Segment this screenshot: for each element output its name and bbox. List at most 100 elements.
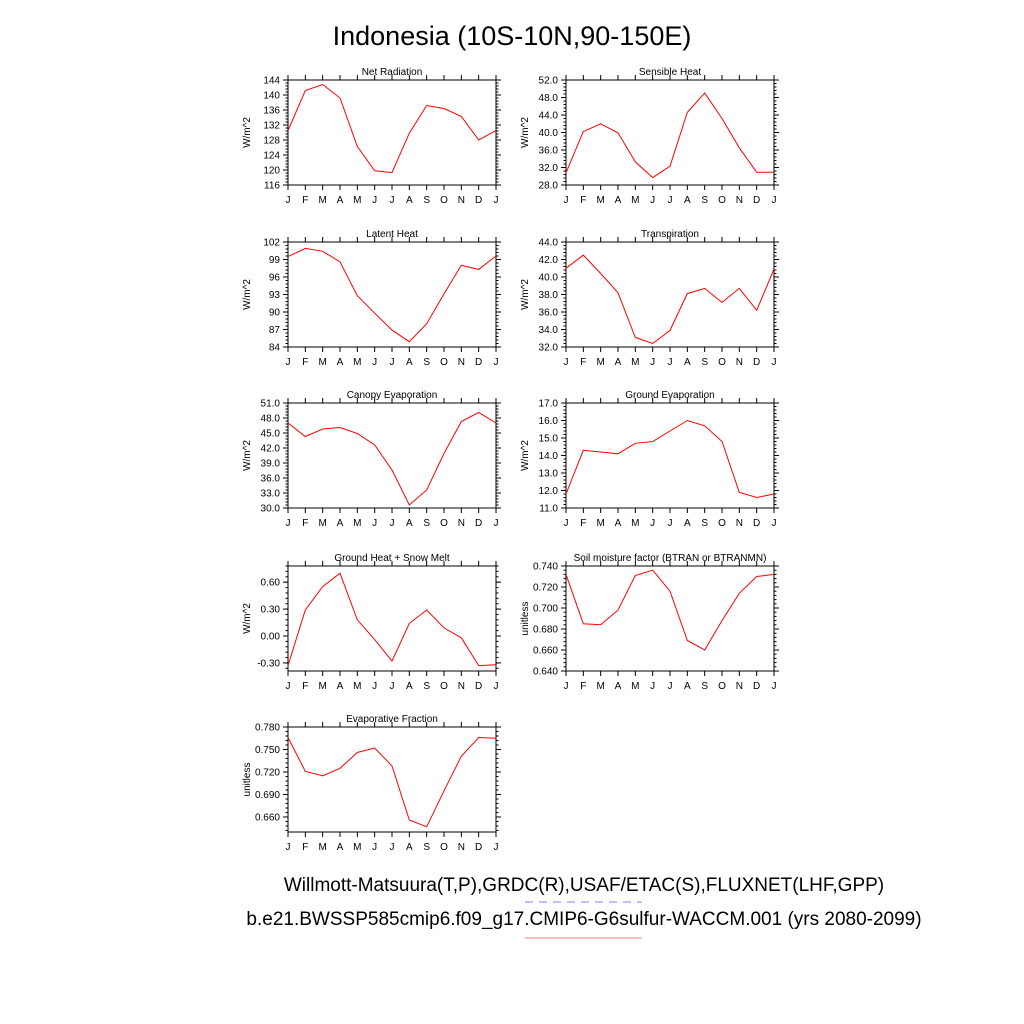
x-tick-label: N: [458, 195, 465, 206]
y-tick-label: 132: [263, 121, 280, 132]
y-tick-label: 0.740: [533, 562, 558, 573]
x-tick-label: J: [650, 195, 655, 206]
plot-frame: [565, 402, 775, 509]
y-tick-label: 33.0: [261, 489, 281, 500]
x-tick-label: O: [440, 842, 448, 853]
y-axis-label: W/m^2: [242, 440, 253, 471]
x-tick-label: N: [736, 357, 743, 368]
x-tick-label: M: [631, 518, 639, 529]
x-tick-label: J: [372, 518, 377, 529]
x-tick-label: O: [718, 681, 726, 692]
series-line: [565, 419, 775, 499]
panel-title: Ground Heat + Snow Melt: [334, 553, 450, 564]
y-tick-label: 30.0: [261, 504, 281, 515]
x-tick-label: S: [423, 357, 430, 368]
y-tick-label: 0.640: [533, 667, 558, 678]
x-tick-label: D: [475, 518, 482, 529]
x-tick-label: D: [475, 681, 482, 692]
x-tick-label: A: [615, 357, 622, 368]
x-tick-label: F: [580, 681, 586, 692]
x-tick-label: A: [337, 357, 344, 368]
y-tick-label: 102: [263, 238, 280, 249]
x-tick-label: J: [494, 842, 499, 853]
y-tick-label: 140: [263, 91, 280, 102]
y-tick-label: 28.0: [539, 181, 559, 192]
y-tick-label: 136: [263, 106, 280, 117]
x-tick-label: J: [390, 681, 395, 692]
x-tick-label: M: [596, 518, 604, 529]
y-tick-label: 48.0: [539, 93, 559, 104]
plot-frame: [287, 241, 497, 348]
y-tick-label: 14.0: [539, 451, 559, 462]
x-tick-label: J: [286, 195, 291, 206]
x-tick-label: D: [753, 195, 760, 206]
y-axis-label: W/m^2: [242, 603, 253, 634]
y-tick-label: 0.660: [533, 646, 558, 657]
x-tick-label: A: [406, 518, 413, 529]
y-tick-label: 36.0: [261, 474, 281, 485]
panel-soil-moisture-factor-btran-or-btranmn: Soil moisture factor (BTRAN or BTRANMN) 0…: [520, 553, 779, 692]
series-line: [287, 247, 497, 343]
x-tick-label: N: [736, 518, 743, 529]
x-tick-label: J: [494, 195, 499, 206]
y-tick-label: 40.0: [539, 273, 559, 284]
x-tick-label: A: [615, 681, 622, 692]
x-tick-label: J: [286, 357, 291, 368]
x-tick-label: M: [353, 518, 361, 529]
plot-frame: [565, 565, 775, 672]
x-tick-label: J: [390, 357, 395, 368]
x-tick-label: J: [372, 842, 377, 853]
x-tick-label: J: [564, 681, 569, 692]
series-line: [565, 254, 775, 345]
x-tick-label: D: [475, 357, 482, 368]
x-tick-label: J: [564, 357, 569, 368]
panel-title: Sensible Heat: [639, 67, 701, 78]
x-tick-label: O: [440, 195, 448, 206]
y-tick-label: 87: [269, 325, 281, 336]
y-axis-label: W/m^2: [520, 117, 531, 148]
y-tick-label: 96: [269, 273, 281, 284]
series-line: [565, 569, 775, 651]
y-tick-label: 0.720: [533, 583, 558, 594]
y-tick-label: 32.0: [539, 163, 559, 174]
x-tick-label: S: [423, 681, 430, 692]
y-tick-label: 0.780: [255, 723, 280, 734]
y-tick-label: 0.690: [255, 790, 280, 801]
x-tick-label: J: [564, 518, 569, 529]
x-tick-label: J: [494, 681, 499, 692]
plot-frame: [287, 79, 497, 186]
y-axis-label: W/m^2: [520, 279, 531, 310]
y-tick-label: 116: [264, 181, 280, 192]
x-tick-label: S: [423, 518, 430, 529]
y-tick-label: 0.00: [261, 632, 281, 643]
x-tick-label: S: [701, 357, 708, 368]
x-tick-label: F: [580, 195, 586, 206]
x-tick-label: N: [458, 842, 465, 853]
x-tick-label: J: [390, 518, 395, 529]
x-tick-label: M: [596, 357, 604, 368]
x-tick-label: J: [650, 681, 655, 692]
x-tick-label: M: [318, 357, 326, 368]
y-tick-label: 51.0: [261, 399, 281, 410]
series-line: [287, 83, 497, 174]
x-tick-label: J: [650, 357, 655, 368]
y-tick-label: 39.0: [261, 459, 281, 470]
y-tick-label: 42.0: [261, 444, 281, 455]
x-tick-label: N: [458, 681, 465, 692]
x-tick-label: A: [684, 195, 691, 206]
y-tick-label: 15.0: [539, 434, 559, 445]
x-tick-label: M: [353, 842, 361, 853]
x-tick-label: J: [772, 195, 777, 206]
y-tick-label: 124: [263, 151, 280, 162]
x-tick-label: J: [372, 357, 377, 368]
x-tick-label: O: [440, 681, 448, 692]
panel-ground-heat-snow-melt: Ground Heat + Snow Melt -0.30 0.00 0.30 0.60…: [242, 553, 501, 692]
x-tick-label: A: [406, 842, 413, 853]
x-tick-label: N: [736, 681, 743, 692]
y-tick-label: 128: [263, 136, 280, 147]
x-tick-label: F: [302, 357, 308, 368]
x-tick-label: F: [580, 357, 586, 368]
x-tick-label: J: [390, 842, 395, 853]
observations-caption: Willmott-Matsuura(T,P),GRDC(R),USAF/ETAC…: [284, 875, 884, 896]
